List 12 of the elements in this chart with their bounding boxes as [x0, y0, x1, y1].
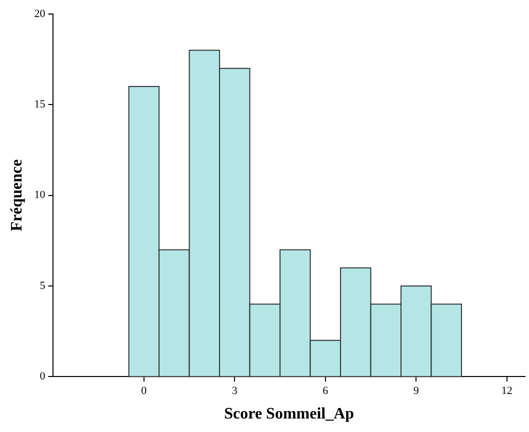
x-tick-label: 3: [232, 385, 238, 398]
y-tick-label: 5: [40, 280, 46, 292]
y-tick-label: 20: [34, 8, 46, 20]
y-tick-label: 0: [40, 370, 46, 382]
y-tick-label: 10: [34, 189, 46, 202]
x-tick-label: 9: [413, 385, 420, 398]
y-tick-label: 15: [34, 98, 46, 111]
x-axis-title: Score Sommeil_Ap: [224, 406, 354, 423]
x-tick-label: 0: [141, 385, 148, 398]
y-axis-title: Fréquence: [8, 159, 26, 232]
x-tick-label: 12: [501, 385, 512, 398]
x-tick-label: 6: [322, 385, 329, 398]
